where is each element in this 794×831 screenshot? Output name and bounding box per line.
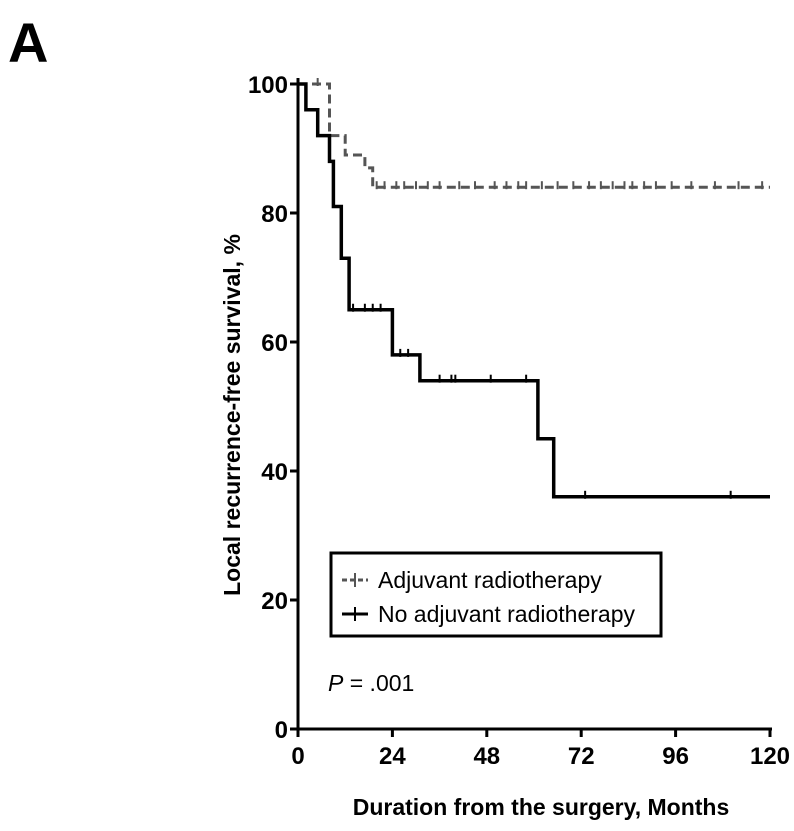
y-tick-label: 20 [261, 588, 288, 615]
x-tick-label: 48 [473, 743, 500, 770]
y-tick-label: 40 [261, 459, 288, 486]
legend-label-adjuvant: Adjuvant radiotherapy [378, 567, 602, 593]
series-line-adjuvant [298, 82, 770, 189]
p-value-symbol: P [328, 670, 344, 696]
panel-label: A [8, 11, 48, 74]
x-tick-label: 24 [379, 743, 406, 770]
x-tick-label: 120 [750, 743, 790, 770]
p-value-number: = .001 [343, 670, 414, 696]
y-tick-label: 60 [261, 330, 288, 357]
legend-box [329, 551, 663, 638]
x-tick-label: 96 [662, 743, 689, 770]
y-tick-label: 0 [275, 717, 288, 744]
legend: Adjuvant radiotherapy No adjuvant radiot… [329, 551, 663, 638]
y-axis-title: Local recurrence-free survival, % [219, 234, 245, 596]
x-axis-title: Duration from the surgery, Months [353, 794, 730, 820]
y-tick-label: 80 [261, 201, 288, 228]
plot-area [298, 78, 770, 499]
series-line-no-adjuvant [298, 82, 770, 499]
p-value-annotation: P = .001 [328, 670, 414, 696]
x-tick-label: 72 [568, 743, 595, 770]
x-tick-label: 0 [291, 743, 304, 770]
y-tick-label: 100 [248, 72, 288, 99]
chart-axes: 0 20 40 60 80 100 0 24 48 72 96 120 [248, 72, 790, 770]
legend-label-no-adjuvant: No adjuvant radiotherapy [378, 601, 635, 627]
